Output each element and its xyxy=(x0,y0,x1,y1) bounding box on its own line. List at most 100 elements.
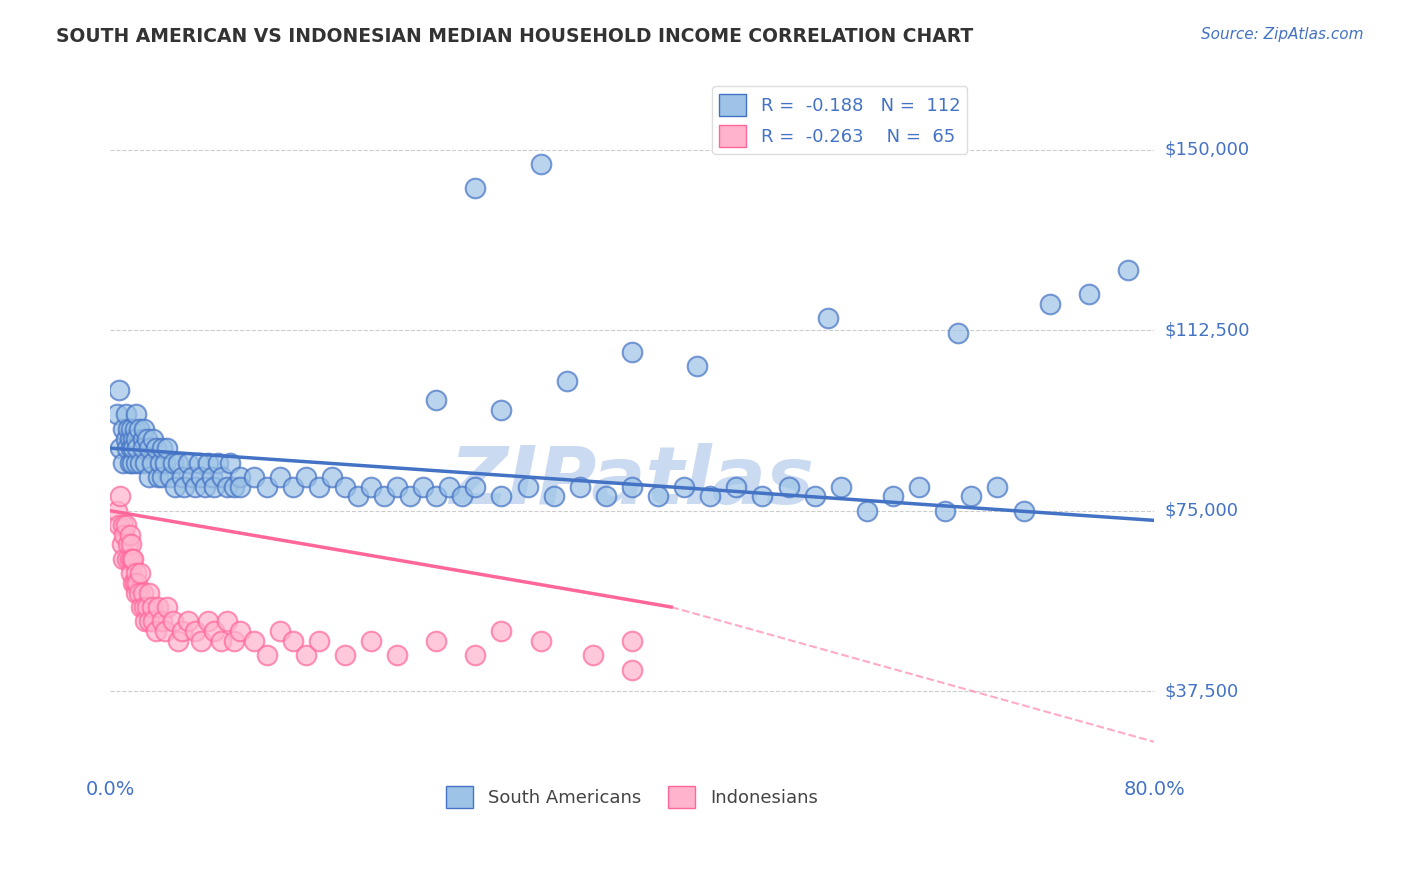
Point xyxy=(150,615,173,629)
Point xyxy=(112,456,135,470)
Point xyxy=(197,456,219,470)
Point xyxy=(333,648,356,662)
Point xyxy=(281,633,304,648)
Point xyxy=(145,441,167,455)
Text: ZIPatlas: ZIPatlas xyxy=(450,443,814,521)
Point xyxy=(778,480,800,494)
Point xyxy=(464,648,486,662)
Point xyxy=(986,480,1008,494)
Point xyxy=(138,615,160,629)
Point xyxy=(125,456,148,470)
Point xyxy=(110,489,132,503)
Point xyxy=(115,441,138,455)
Point xyxy=(229,624,252,638)
Point xyxy=(219,456,242,470)
Point xyxy=(118,456,141,470)
Point xyxy=(256,648,278,662)
Point xyxy=(803,489,825,503)
Point xyxy=(142,432,165,446)
Point xyxy=(425,392,447,407)
Point xyxy=(122,441,145,455)
Point xyxy=(125,408,148,422)
Point xyxy=(673,480,696,494)
Point xyxy=(105,408,128,422)
Point xyxy=(360,480,382,494)
Point xyxy=(148,456,170,470)
Point xyxy=(1039,296,1062,310)
Point xyxy=(555,374,578,388)
Point xyxy=(294,470,316,484)
Point xyxy=(181,470,204,484)
Point xyxy=(830,480,852,494)
Point xyxy=(184,480,207,494)
Point xyxy=(184,624,207,638)
Point xyxy=(882,489,904,503)
Point xyxy=(464,181,486,195)
Point xyxy=(128,422,150,436)
Point xyxy=(134,456,156,470)
Point xyxy=(543,489,565,503)
Point xyxy=(142,615,165,629)
Point xyxy=(132,422,155,436)
Point xyxy=(127,441,149,455)
Point xyxy=(120,422,142,436)
Point xyxy=(620,663,643,677)
Point xyxy=(948,326,970,340)
Point xyxy=(114,408,136,422)
Point xyxy=(165,480,187,494)
Point xyxy=(122,552,145,566)
Point xyxy=(114,432,136,446)
Point xyxy=(294,648,316,662)
Point xyxy=(170,624,193,638)
Point xyxy=(118,552,141,566)
Point xyxy=(321,470,343,484)
Point xyxy=(751,489,773,503)
Point xyxy=(347,489,370,503)
Point xyxy=(105,504,128,518)
Point xyxy=(491,402,513,417)
Point xyxy=(934,504,956,518)
Point xyxy=(217,615,239,629)
Point xyxy=(516,480,538,494)
Text: $75,000: $75,000 xyxy=(1164,501,1239,520)
Point xyxy=(202,480,225,494)
Point xyxy=(108,384,131,398)
Point xyxy=(120,566,142,581)
Point xyxy=(127,576,149,591)
Point xyxy=(242,633,264,648)
Point xyxy=(110,441,132,455)
Point xyxy=(595,489,617,503)
Point xyxy=(491,489,513,503)
Point xyxy=(138,585,160,599)
Point xyxy=(131,600,153,615)
Point xyxy=(211,470,233,484)
Point xyxy=(125,585,148,599)
Point xyxy=(118,528,141,542)
Point xyxy=(686,359,709,374)
Point xyxy=(115,552,138,566)
Point xyxy=(148,600,170,615)
Point xyxy=(530,633,553,648)
Point xyxy=(128,585,150,599)
Point xyxy=(187,456,209,470)
Point xyxy=(177,456,200,470)
Point xyxy=(125,432,148,446)
Point xyxy=(385,480,408,494)
Point xyxy=(620,480,643,494)
Point xyxy=(269,470,291,484)
Point xyxy=(129,566,152,581)
Point xyxy=(190,633,212,648)
Point xyxy=(141,456,163,470)
Point xyxy=(333,480,356,494)
Point xyxy=(385,648,408,662)
Point xyxy=(464,480,486,494)
Point xyxy=(229,470,252,484)
Point xyxy=(156,600,179,615)
Point xyxy=(582,648,605,662)
Point xyxy=(568,480,591,494)
Point xyxy=(173,480,195,494)
Point xyxy=(960,489,983,503)
Point xyxy=(141,600,163,615)
Point xyxy=(131,432,153,446)
Point xyxy=(134,615,156,629)
